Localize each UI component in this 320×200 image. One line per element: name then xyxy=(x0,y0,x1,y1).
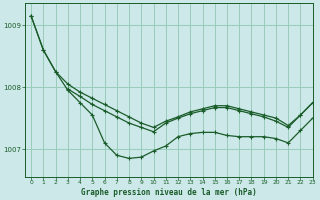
X-axis label: Graphe pression niveau de la mer (hPa): Graphe pression niveau de la mer (hPa) xyxy=(81,188,257,197)
